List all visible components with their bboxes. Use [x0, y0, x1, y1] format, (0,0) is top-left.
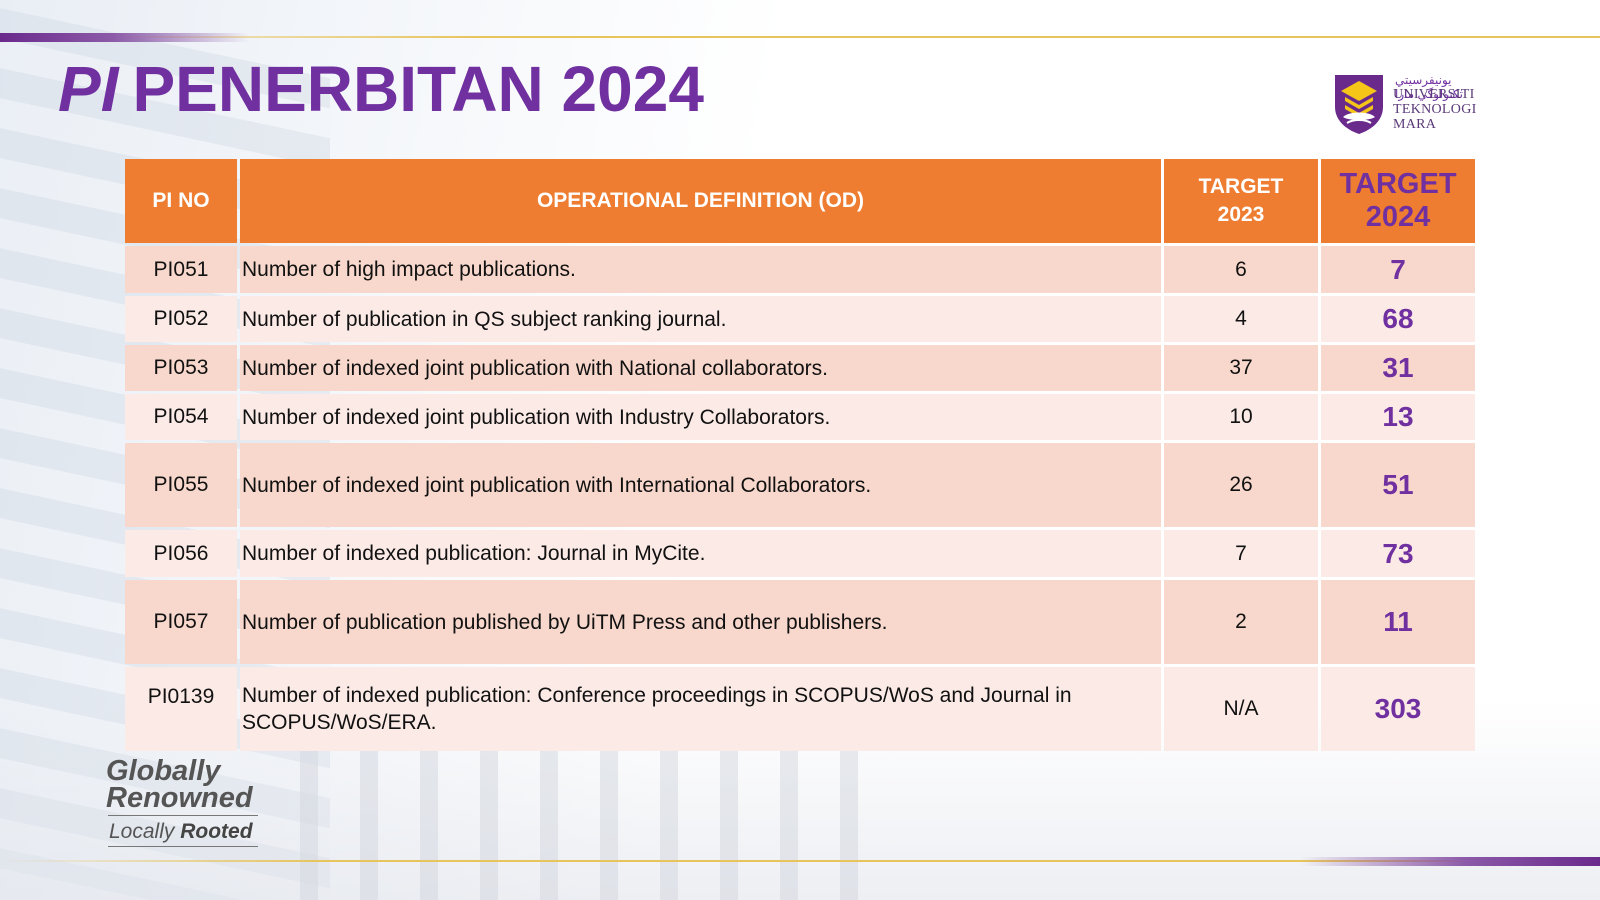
title-text: PENERBITAN 2024: [132, 53, 704, 125]
tagline-locally-rooted: Locally Rooted: [109, 820, 253, 843]
pi-number: PI057: [125, 580, 237, 664]
pi-table: PI NO OPERATIONAL DEFINITION (OD) TARGET…: [122, 156, 1478, 754]
operational-definition: Number of indexed publication: Conferenc…: [240, 667, 1161, 751]
target-2023-value: 4: [1164, 296, 1318, 342]
bottom-purple-bar: [1300, 857, 1600, 866]
target-2024-value: 68: [1321, 296, 1475, 342]
target-2024-value: 303: [1321, 667, 1475, 751]
table-row: PI052 Number of publication in QS subjec…: [125, 296, 1475, 342]
target-2024-value: 7: [1321, 246, 1475, 293]
table-row: PI0139 Number of indexed publication: Co…: [125, 667, 1475, 751]
target-2023-value: 7: [1164, 530, 1318, 577]
header-target-2023: TARGET 2023: [1164, 159, 1318, 243]
page-title: PI PENERBITAN 2024: [58, 52, 704, 126]
target-2023-value: 6: [1164, 246, 1318, 293]
header-operational-definition: OPERATIONAL DEFINITION (OD): [240, 159, 1161, 243]
background-columns: [300, 750, 900, 900]
logo-jawi-text: ﯾﻮﻧﯿﻔﺮﺳﯿﺘﻲ ﺗﻜﻨﻮﻟﻮﮔﻲ مارا: [1395, 73, 1463, 101]
pi-number: PI053: [125, 345, 237, 391]
operational-definition: Number of high impact publications.: [240, 246, 1161, 293]
top-gold-line: [0, 36, 1600, 38]
tagline-globally: Globally: [106, 755, 221, 787]
table-row: PI055 Number of indexed joint publicatio…: [125, 443, 1475, 527]
header-pi-no: PI NO: [125, 159, 237, 243]
tagline-renowned: Renowned: [106, 782, 253, 814]
tagline-divider: [108, 815, 258, 816]
target-2024-value: 51: [1321, 443, 1475, 527]
tagline-underline: [108, 846, 258, 847]
table-header-row: PI NO OPERATIONAL DEFINITION (OD) TARGET…: [125, 159, 1475, 243]
operational-definition: Number of indexed joint publication with…: [240, 443, 1161, 527]
target-2024-value: 73: [1321, 530, 1475, 577]
bottom-gold-line: [0, 860, 1600, 862]
table-row: PI056 Number of indexed publication: Jou…: [125, 530, 1475, 577]
top-purple-bar: [0, 33, 250, 42]
uitm-crest-icon: [1335, 75, 1383, 134]
target-2024-value: 31: [1321, 345, 1475, 391]
logo-name: UNIVERSITI TEKNOLOGI MARA: [1393, 87, 1477, 132]
title-prefix: PI: [58, 53, 119, 125]
table-row: PI054 Number of indexed joint publicatio…: [125, 394, 1475, 440]
pi-number: PI056: [125, 530, 237, 577]
pi-number: PI055: [125, 443, 237, 527]
pi-number: PI052: [125, 296, 237, 342]
target-2023-value: 2: [1164, 580, 1318, 664]
table-row: PI051 Number of high impact publications…: [125, 246, 1475, 293]
pi-number: PI0139: [125, 667, 237, 751]
target-2023-value: 10: [1164, 394, 1318, 440]
pi-number: PI051: [125, 246, 237, 293]
pi-number: PI054: [125, 394, 237, 440]
operational-definition: Number of indexed joint publication with…: [240, 394, 1161, 440]
target-2023-value: N/A: [1164, 667, 1318, 751]
target-2023-value: 37: [1164, 345, 1318, 391]
globally-renowned-tagline: Globally Renowned Locally Rooted: [106, 755, 276, 848]
operational-definition: Number of indexed joint publication with…: [240, 345, 1161, 391]
operational-definition: Number of publication published by UiTM …: [240, 580, 1161, 664]
target-2023-value: 26: [1164, 443, 1318, 527]
target-2024-value: 13: [1321, 394, 1475, 440]
header-target-2024: TARGET 2024: [1321, 159, 1475, 243]
table-row: PI053 Number of indexed joint publicatio…: [125, 345, 1475, 391]
target-2024-value: 11: [1321, 580, 1475, 664]
operational-definition: Number of publication in QS subject rank…: [240, 296, 1161, 342]
operational-definition: Number of indexed publication: Journal i…: [240, 530, 1161, 577]
uitm-logo: ﯾﻮﻧﯿﻔﺮﺳﯿﺘﻲ ﺗﻜﻨﻮﻟﻮﮔﻲ مارا UNIVERSITI TEKN…: [1333, 73, 1483, 135]
table-row: PI057 Number of publication published by…: [125, 580, 1475, 664]
